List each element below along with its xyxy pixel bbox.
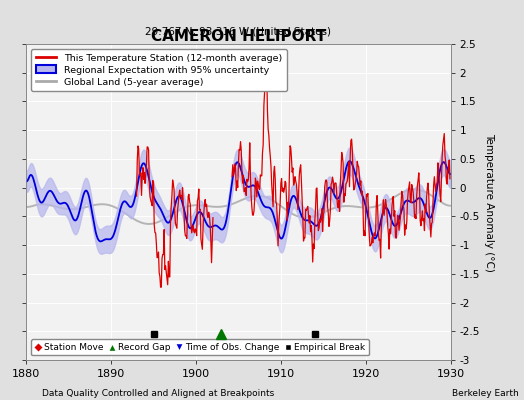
Text: Data Quality Controlled and Aligned at Breakpoints: Data Quality Controlled and Aligned at B… bbox=[42, 389, 274, 398]
Text: 29.767 N, 93.316 W (United States): 29.767 N, 93.316 W (United States) bbox=[146, 26, 331, 36]
Text: Berkeley Earth: Berkeley Earth bbox=[452, 389, 519, 398]
Y-axis label: Temperature Anomaly (°C): Temperature Anomaly (°C) bbox=[484, 132, 494, 272]
Legend: Station Move, Record Gap, Time of Obs. Change, Empirical Break: Station Move, Record Gap, Time of Obs. C… bbox=[31, 339, 369, 356]
Title: CAMERON HELIPORT: CAMERON HELIPORT bbox=[151, 29, 326, 44]
